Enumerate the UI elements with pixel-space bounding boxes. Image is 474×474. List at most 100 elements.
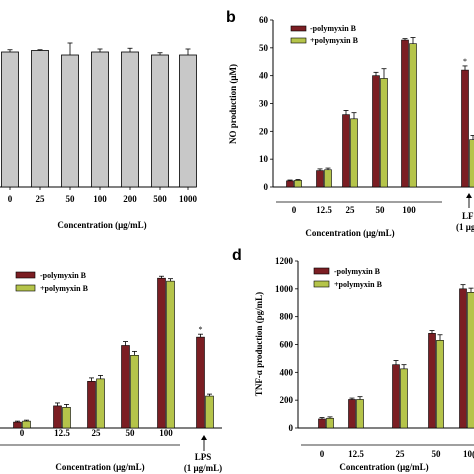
panel-a-bar-500 <box>151 54 169 188</box>
panel-b-bar-minus-LPS <box>461 69 469 188</box>
panel-b-bar-plus-25 <box>350 118 358 188</box>
panel-c-xtick-25: 25 <box>92 428 102 438</box>
panel-b-bar-minus-12.5 <box>316 170 324 188</box>
panel-b-bar-minus-100 <box>401 39 409 188</box>
panel-b-bar-plus-LPS <box>469 139 474 188</box>
panel-d-bar-plus-25 <box>400 368 408 429</box>
panel-d-bar-minus-100 <box>459 288 467 429</box>
panel-c-xtick-12.5: 12.5 <box>54 428 70 438</box>
panel-d-legend-swatch-plus <box>313 280 330 288</box>
panel-b-bar-plus-12.5 <box>324 169 332 188</box>
panel-b-ytick-20: 20 <box>259 126 269 136</box>
panel-d-bar-plus-0 <box>326 417 334 429</box>
panel-c-bar-minus-25 <box>87 381 96 429</box>
panel-a-xtick-25: 25 <box>36 194 46 204</box>
panel-c-bar-minus-LPS <box>196 336 205 429</box>
panel-b-bar-plus-100 <box>409 43 417 188</box>
panel-a-xtick-1000: 1000 <box>179 194 198 204</box>
panel-d-ytick-800: 800 <box>280 312 294 322</box>
panel-a-xtick-500: 500 <box>153 194 167 204</box>
panel-b-x-label: Concentration (μg/mL) <box>305 228 394 238</box>
panel-b-letter: b <box>226 9 236 26</box>
panel-d-ytick-1000: 1000 <box>275 284 294 294</box>
panel-b-xtick-50: 50 <box>376 205 386 215</box>
panel-c-legend: -polymyxin B +polymyxin B <box>15 271 89 293</box>
panel-b-ytick-50: 50 <box>259 43 269 53</box>
panel-d-bar-plus-12.5 <box>356 399 364 429</box>
panel-d-letter: d <box>232 247 242 264</box>
panel-d-xtick-12.5: 12.5 <box>348 449 364 459</box>
panel-c-legend-label-plus: +polymyxin B <box>40 284 89 293</box>
panel-d-xtick-0: 0 <box>320 449 325 459</box>
panel-b-ytick-10: 10 <box>259 154 269 164</box>
panel-a-xtick-50: 50 <box>66 194 76 204</box>
panel-d-ytick-600: 600 <box>280 340 294 350</box>
panel-d-y-label: TNF-α production (pg/mL) <box>254 292 264 396</box>
panel-d-ytick-200: 200 <box>280 395 294 405</box>
panel-b-significance-marker: * <box>463 57 467 66</box>
panel-b-bar-minus-25 <box>342 114 350 188</box>
panel-d-ytick-0: 0 <box>289 423 294 433</box>
panel-d-ytick-1200: 1200 <box>275 256 294 266</box>
panel-c-xtick-50: 50 <box>126 428 136 438</box>
panel-a-bar-25 <box>31 50 49 188</box>
panel-c-bar-minus-100 <box>157 277 166 429</box>
panel-b-bar-plus-50 <box>380 78 388 188</box>
panel-c-bar-plus-25 <box>96 378 105 429</box>
panel-a-bar-1000 <box>179 54 197 188</box>
panel-b-legend-swatch-minus <box>290 25 307 32</box>
panel-d-bar-minus-0 <box>318 418 326 429</box>
panel-a-bar-0 <box>1 51 19 188</box>
panel-d-x-label: Concentration (μg/mL) <box>339 462 428 472</box>
panel-d-xtick-100-truncated: 10( <box>463 449 474 459</box>
panel-c-bar-minus-12.5 <box>53 405 62 429</box>
panel-b-xtick-12.5: 12.5 <box>316 205 332 215</box>
panel-b-lps-label: LF <box>462 211 474 221</box>
panel-c-bar-plus-50 <box>130 355 139 429</box>
panel-b-ytick-0: 0 <box>264 182 269 192</box>
panel-b-legend-label-minus: -polymyxin B <box>310 24 357 33</box>
panel-b-y-label: NO production (μM) <box>228 64 238 144</box>
panel-a-bar-50 <box>61 54 79 188</box>
panel-c-bar-plus-100 <box>166 280 175 429</box>
panel-c-x-label: Concentration (μg/mL) <box>55 462 144 472</box>
panel-b-lps-sublabel: (1 μg <box>456 222 474 232</box>
panel-c-lps-sublabel: (1 μg/mL) <box>184 463 222 473</box>
panel-b-ytick-40: 40 <box>259 71 269 81</box>
panel-d-bar-minus-25 <box>392 364 400 429</box>
panel-b-bar-minus-50 <box>372 75 380 188</box>
panel-d-ytick-400: 400 <box>280 367 294 377</box>
panel-c-legend-swatch-minus <box>15 271 36 279</box>
panel-d-legend: -polymyxin B +polymyxin B <box>313 267 383 289</box>
panel-b-chart: b NO production (μM) 0 10 20 30 40 50 60 * 0 12… <box>226 9 474 238</box>
panel-c-lps-label: LPS <box>195 452 212 462</box>
panel-b-lps-arrowhead <box>466 193 472 198</box>
panel-d-legend-label-minus: -polymyxin B <box>334 267 381 276</box>
panel-b-xtick-0: 0 <box>292 205 297 215</box>
panel-a-xtick-100: 100 <box>93 194 107 204</box>
panel-a-xtick-200: 200 <box>123 194 137 204</box>
panel-d-bar-minus-12.5 <box>348 399 356 429</box>
panel-b-ytick-30: 30 <box>259 99 269 109</box>
panel-d-xtick-25: 25 <box>396 449 406 459</box>
panel-d-bar-plus-50 <box>436 340 444 429</box>
panel-b-ytick-60: 60 <box>259 15 269 25</box>
panel-c-significance-marker: * <box>199 325 203 334</box>
panel-a-bar-100 <box>91 51 109 188</box>
panel-a-chart: 0 25 50 100 200 500 1000 Concentration (μg/mL) <box>0 42 198 230</box>
panel-c-bar-plus-12.5 <box>62 407 71 429</box>
panel-d-legend-swatch-minus <box>313 267 330 275</box>
panel-c-xtick-0: 0 <box>20 428 25 438</box>
panel-c-bar-plus-LPS <box>205 395 214 429</box>
panel-b-xtick-25: 25 <box>346 205 356 215</box>
panel-c-lps-arrowhead <box>201 435 207 440</box>
panel-a-bar-200 <box>121 51 139 188</box>
panel-b-legend: -polymyxin B +polymyxin B <box>290 24 359 45</box>
panel-c-chart: * 0 12.5 25 50 100 Concentration (μg/mL) LPS… <box>0 271 222 473</box>
panel-c-legend-swatch-plus <box>15 284 36 292</box>
panel-a-x-label: Concentration (μg/mL) <box>57 220 146 230</box>
panel-b-bar-plus-0 <box>294 180 302 188</box>
panel-b-legend-label-plus: +polymyxin B <box>310 36 359 45</box>
panel-d-bar-plus-100 <box>467 292 474 429</box>
